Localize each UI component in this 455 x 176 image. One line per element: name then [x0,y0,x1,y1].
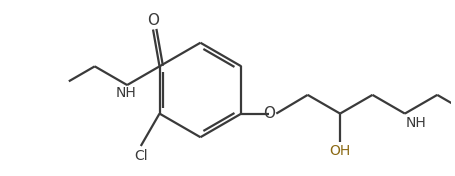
Text: Cl: Cl [134,149,147,163]
Text: NH: NH [116,86,136,100]
Text: OH: OH [329,144,351,158]
Text: O: O [147,12,159,28]
Text: O: O [263,106,275,121]
Text: NH: NH [406,116,427,130]
